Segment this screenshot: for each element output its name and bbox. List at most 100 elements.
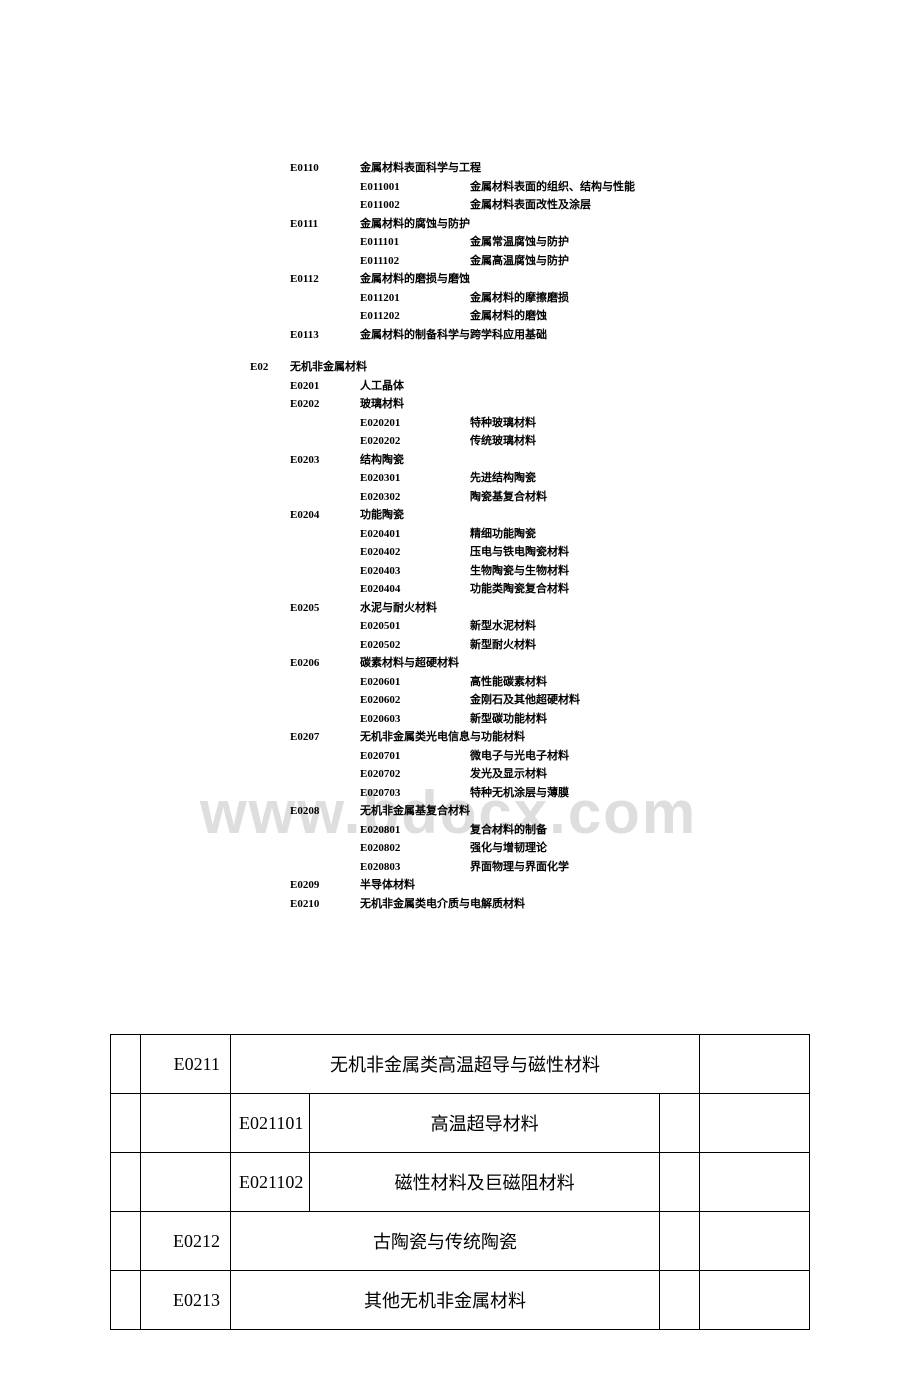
category-label: 功能类陶瓷复合材料	[470, 581, 650, 598]
label-cell: 其他无机非金属材料	[231, 1271, 660, 1330]
list-item: E020401 精细功能陶瓷	[250, 526, 920, 543]
code-label: E0208	[290, 803, 360, 820]
category-label: 金属常温腐蚀与防护	[470, 234, 650, 251]
category-label: 先进结构陶瓷	[470, 470, 650, 487]
code-label: E02	[250, 359, 290, 376]
empty-cell	[111, 1271, 141, 1330]
empty-cell	[141, 1094, 231, 1153]
list-item: E020703 特种无机涂层与薄膜	[250, 785, 920, 802]
empty-cell	[700, 1212, 810, 1271]
list-item: E020302 陶瓷基复合材料	[250, 489, 920, 506]
empty-cell	[111, 1094, 141, 1153]
list-item: E0208 无机非金属基复合材料	[250, 803, 920, 820]
code-label: E0201	[290, 378, 360, 395]
category-label: 金属材料表面的组织、结构与性能	[470, 179, 650, 196]
list-item: E0201 人工晶体	[250, 378, 920, 395]
list-item: E02 无机非金属材料	[250, 359, 920, 376]
list-item: E020801 复合材料的制备	[250, 822, 920, 839]
label-cell: 高温超导材料	[310, 1094, 660, 1153]
category-label: 微电子与光电子材料	[470, 748, 650, 765]
list-item: E011201 金属材料的摩擦磨损	[250, 290, 920, 307]
category-label: 人工晶体	[360, 378, 404, 395]
empty-cell	[660, 1153, 700, 1212]
category-label: 发光及显示材料	[470, 766, 650, 783]
list-item: E020701 微电子与光电子材料	[250, 748, 920, 765]
list-item: E011002 金属材料表面改性及涂层	[250, 197, 920, 214]
category-label: 强化与增韧理论	[470, 840, 650, 857]
empty-cell	[660, 1094, 700, 1153]
list-item: E0203 结构陶瓷	[250, 452, 920, 469]
category-label: 传统玻璃材料	[470, 433, 650, 450]
category-label: 金属材料的磨蚀	[470, 308, 650, 325]
code-label: E011201	[360, 290, 470, 307]
empty-cell	[111, 1153, 141, 1212]
code-label: E0111	[290, 216, 360, 233]
empty-cell	[700, 1094, 810, 1153]
empty-cell	[700, 1153, 810, 1212]
list-item: E020601 高性能碳素材料	[250, 674, 920, 691]
list-item: E020202 传统玻璃材料	[250, 433, 920, 450]
category-label: 金属高温腐蚀与防护	[470, 253, 650, 270]
list-item: E020602 金刚石及其他超硬材料	[250, 692, 920, 709]
category-label: 水泥与耐火材料	[360, 600, 437, 617]
code-label: E020501	[360, 618, 470, 635]
category-label: 碳素材料与超硬材料	[360, 655, 459, 672]
empty-cell	[700, 1271, 810, 1330]
list-item: E0205 水泥与耐火材料	[250, 600, 920, 617]
list-item: E0204 功能陶瓷	[250, 507, 920, 524]
category-label: 无机非金属材料	[290, 359, 367, 376]
code-label: E020702	[360, 766, 470, 783]
list-item: E020502 新型耐火材料	[250, 637, 920, 654]
list-item: E0210 无机非金属类电介质与电解质材料	[250, 896, 920, 913]
label-cell: 磁性材料及巨磁阻材料	[310, 1153, 660, 1212]
code-label: E020802	[360, 840, 470, 857]
category-label: 金属材料的制备科学与跨学科应用基础	[360, 327, 547, 344]
category-label: 新型水泥材料	[470, 618, 650, 635]
list-item: E020301 先进结构陶瓷	[250, 470, 920, 487]
category-label: 新型碳功能材料	[470, 711, 650, 728]
list-item: E0113 金属材料的制备科学与跨学科应用基础	[250, 327, 920, 344]
category-label: 无机非金属类光电信息与功能材料	[360, 729, 525, 746]
code-label: E020602	[360, 692, 470, 709]
category-label: 界面物理与界面化学	[470, 859, 650, 876]
category-label: 金属材料的腐蚀与防护	[360, 216, 470, 233]
category-label: 功能陶瓷	[360, 507, 404, 524]
code-label: E020801	[360, 822, 470, 839]
table-row: E0211 无机非金属类高温超导与磁性材料	[111, 1035, 810, 1094]
classification-list: www.bdocx.com E0110 金属材料表面科学与工程 E011001 …	[0, 0, 920, 1034]
list-item: E020201 特种玻璃材料	[250, 415, 920, 432]
code-label: E020301	[360, 470, 470, 487]
list-item: E0209 半导体材料	[250, 877, 920, 894]
list-item: E020501 新型水泥材料	[250, 618, 920, 635]
code-label: E020703	[360, 785, 470, 802]
category-label: 陶瓷基复合材料	[470, 489, 650, 506]
list-item: E011202 金属材料的磨蚀	[250, 308, 920, 325]
list-item: E020802 强化与增韧理论	[250, 840, 920, 857]
category-label: 复合材料的制备	[470, 822, 650, 839]
table-row: E021101 高温超导材料	[111, 1094, 810, 1153]
code-label: E011002	[360, 197, 470, 214]
table-row: E021102 磁性材料及巨磁阻材料	[111, 1153, 810, 1212]
code-label: E020402	[360, 544, 470, 561]
list-item: E0111 金属材料的腐蚀与防护	[250, 216, 920, 233]
code-label: E020201	[360, 415, 470, 432]
code-label: E020302	[360, 489, 470, 506]
code-label: E0206	[290, 655, 360, 672]
category-label: 无机非金属基复合材料	[360, 803, 470, 820]
category-label: 特种玻璃材料	[470, 415, 650, 432]
label-cell: 无机非金属类高温超导与磁性材料	[231, 1035, 700, 1094]
category-label: 金属材料表面改性及涂层	[470, 197, 650, 214]
code-label: E020403	[360, 563, 470, 580]
category-label: 金属材料的磨损与磨蚀	[360, 271, 470, 288]
category-label: 无机非金属类电介质与电解质材料	[360, 896, 525, 913]
code-label: E011202	[360, 308, 470, 325]
code-label: E020401	[360, 526, 470, 543]
list-item: E020404 功能类陶瓷复合材料	[250, 581, 920, 598]
empty-cell	[111, 1035, 141, 1094]
list-item: E011001 金属材料表面的组织、结构与性能	[250, 179, 920, 196]
code-label: E011102	[360, 253, 470, 270]
category-label: 结构陶瓷	[360, 452, 404, 469]
list-item: E020403 生物陶瓷与生物材料	[250, 563, 920, 580]
category-label: 玻璃材料	[360, 396, 404, 413]
category-label: 金属材料的摩擦磨损	[470, 290, 650, 307]
